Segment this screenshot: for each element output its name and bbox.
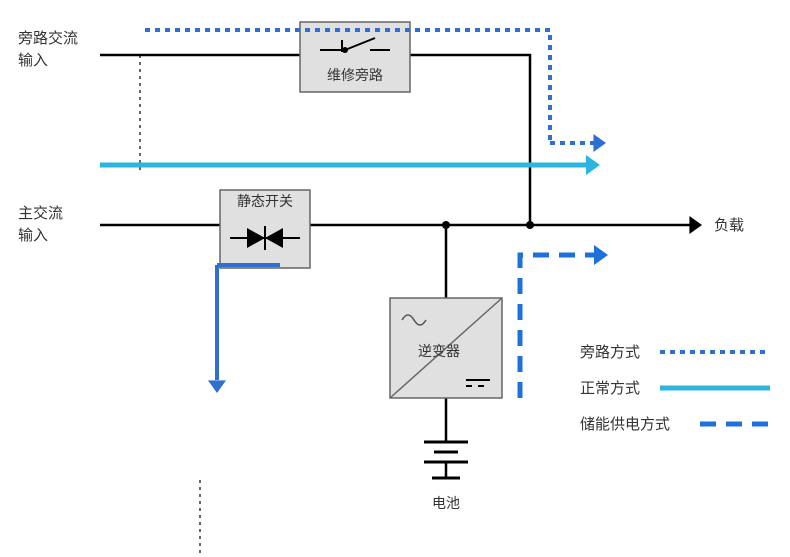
legend-bypass-label: 旁路方式 — [580, 344, 640, 361]
static-switch-label: 静态开关 — [237, 193, 293, 209]
bypass-input-label: 旁路交流 — [18, 29, 78, 47]
arrow-head — [594, 245, 608, 265]
arrow-head — [208, 380, 226, 393]
wire-bypass-right — [410, 55, 530, 225]
legend-normal-label: 正常方式 — [580, 380, 640, 397]
load-label: 负载 — [714, 217, 744, 234]
inverter-tap-dot — [442, 221, 450, 229]
main-input-label: 主交流 — [18, 204, 63, 222]
arrow-head — [689, 216, 702, 234]
main-input-label2: 输入 — [18, 227, 48, 244]
bypass-input-label2: 输入 — [18, 52, 48, 69]
legend-storage-label: 储能供电方式 — [580, 416, 670, 433]
maint-bypass-label: 维修旁路 — [327, 67, 383, 83]
battery-label: 电池 — [432, 495, 460, 511]
junction-dot — [526, 221, 534, 229]
storage-flow-path — [520, 255, 594, 398]
arrow-head — [593, 134, 606, 152]
inverter-label: 逆变器 — [418, 343, 460, 359]
arrow-head — [586, 155, 600, 175]
